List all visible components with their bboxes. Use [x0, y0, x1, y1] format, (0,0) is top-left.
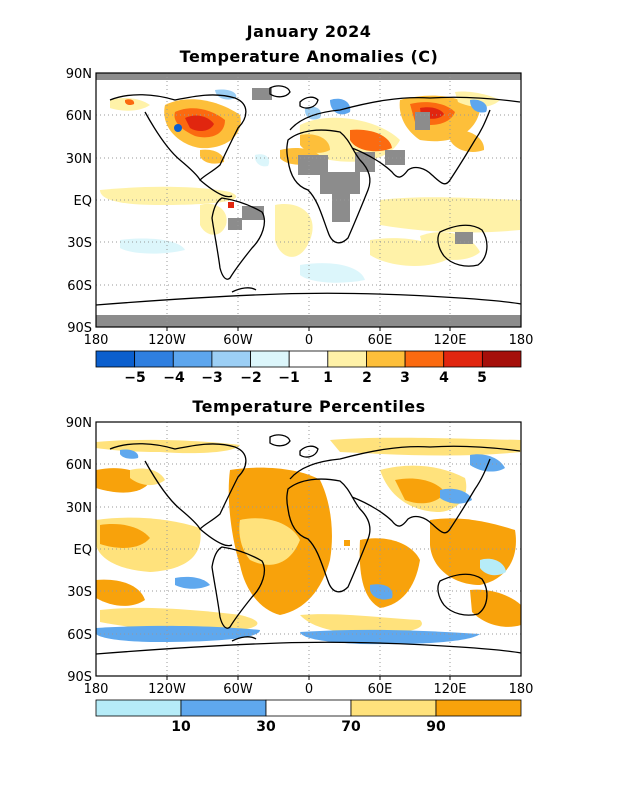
- anomaly-map-coastlines: [95, 85, 522, 306]
- legend-label: −3: [201, 370, 222, 386]
- lon-label: 180: [509, 682, 534, 697]
- anomaly-map-lat-axis: 90N 60N 30N EQ 30S 60S 90S: [66, 67, 92, 336]
- legend-swatch: [404, 350, 445, 368]
- lon-label: 120W: [148, 682, 186, 697]
- legend-swatch: [95, 350, 136, 368]
- lon-label: 120E: [433, 333, 466, 348]
- lon-label: 60E: [368, 682, 393, 697]
- legend-label: 90: [426, 719, 446, 735]
- legend-swatch: [95, 699, 182, 717]
- lat-label: 90N: [66, 416, 92, 431]
- lat-label: EQ: [74, 194, 92, 209]
- legend-label: −2: [240, 370, 261, 386]
- percentile-map: 90N 60N 30N EQ 30S 60S 90S 180 120W 60W …: [66, 416, 534, 697]
- anomaly-map: 90N 60N 30N EQ 30S 60S 90S 180 120W 60W …: [66, 67, 534, 348]
- lat-label: 60S: [67, 279, 92, 294]
- percentile-legend: [95, 699, 522, 717]
- legend-label: 30: [256, 719, 276, 735]
- legend-swatch: [211, 350, 251, 368]
- anomaly-map-ticks: [166, 327, 451, 331]
- legend-label: −1: [278, 370, 299, 386]
- lon-label: 180: [509, 333, 534, 348]
- legend-swatch: [443, 350, 483, 368]
- legend-swatch: [288, 350, 329, 368]
- legend-swatch: [481, 350, 522, 368]
- legend-label: −5: [124, 370, 145, 386]
- map2-title: Temperature Percentiles: [192, 397, 426, 416]
- percentile-map-ticks: [166, 676, 451, 680]
- percentile-legend-labels: 10 30 70 90: [171, 719, 446, 735]
- legend-swatch: [134, 350, 174, 368]
- anomaly-legend: [95, 350, 522, 368]
- legend-label: 5: [477, 370, 487, 386]
- legend-swatch: [180, 699, 267, 717]
- lat-label: 90N: [66, 67, 92, 82]
- legend-swatch: [265, 699, 352, 717]
- legend-swatch: [172, 350, 213, 368]
- lon-label: 0: [305, 682, 313, 697]
- lat-label: 30S: [67, 236, 92, 251]
- lat-label: EQ: [74, 543, 92, 558]
- legend-swatch: [435, 699, 522, 717]
- lat-label: 90S: [67, 670, 92, 685]
- map1-title-line1: January 2024: [246, 22, 372, 41]
- legend-label: 1: [323, 370, 333, 386]
- lat-label: 30N: [66, 152, 92, 167]
- legend-label: 70: [341, 719, 361, 735]
- lon-label: 60E: [368, 333, 393, 348]
- legend-swatch: [327, 350, 367, 368]
- lon-label: 120E: [433, 682, 466, 697]
- legend-swatch: [250, 350, 290, 368]
- anomaly-legend-labels: −5 −4 −3 −2 −1 1 2 3 4 5: [124, 370, 487, 386]
- percentile-map-coastlines: [95, 434, 522, 655]
- percentile-map-field: [96, 422, 521, 676]
- lon-label: 60W: [223, 682, 253, 697]
- legend-label: 4: [439, 370, 449, 386]
- anomaly-map-gridlines: [96, 73, 521, 327]
- lon-label: 120W: [148, 333, 186, 348]
- percentile-map-gridlines: [96, 422, 521, 676]
- map1-title-line2: Temperature Anomalies (C): [179, 47, 439, 66]
- legend-label: 3: [400, 370, 410, 386]
- legend-swatch: [366, 350, 406, 368]
- lon-label: 60W: [223, 333, 253, 348]
- lat-label: 30N: [66, 501, 92, 516]
- lat-label: 30S: [67, 585, 92, 600]
- percentile-map-lon-axis: 180 120W 60W 0 60E 120E 180: [84, 682, 534, 697]
- lat-label: 60N: [66, 458, 92, 473]
- lon-label: 180: [84, 682, 109, 697]
- legend-label: −4: [163, 370, 185, 386]
- legend-label: 10: [171, 719, 191, 735]
- lat-label: 90S: [67, 321, 92, 336]
- lat-label: 60S: [67, 628, 92, 643]
- percentile-map-lat-axis: 90N 60N 30N EQ 30S 60S 90S: [66, 416, 92, 685]
- lat-label: 60N: [66, 109, 92, 124]
- anomaly-map-lon-axis: 180 120W 60W 0 60E 120E 180: [84, 333, 534, 348]
- lon-label: 180: [84, 333, 109, 348]
- legend-label: 2: [362, 370, 372, 386]
- legend-swatch: [350, 699, 437, 717]
- lon-label: 0: [305, 333, 313, 348]
